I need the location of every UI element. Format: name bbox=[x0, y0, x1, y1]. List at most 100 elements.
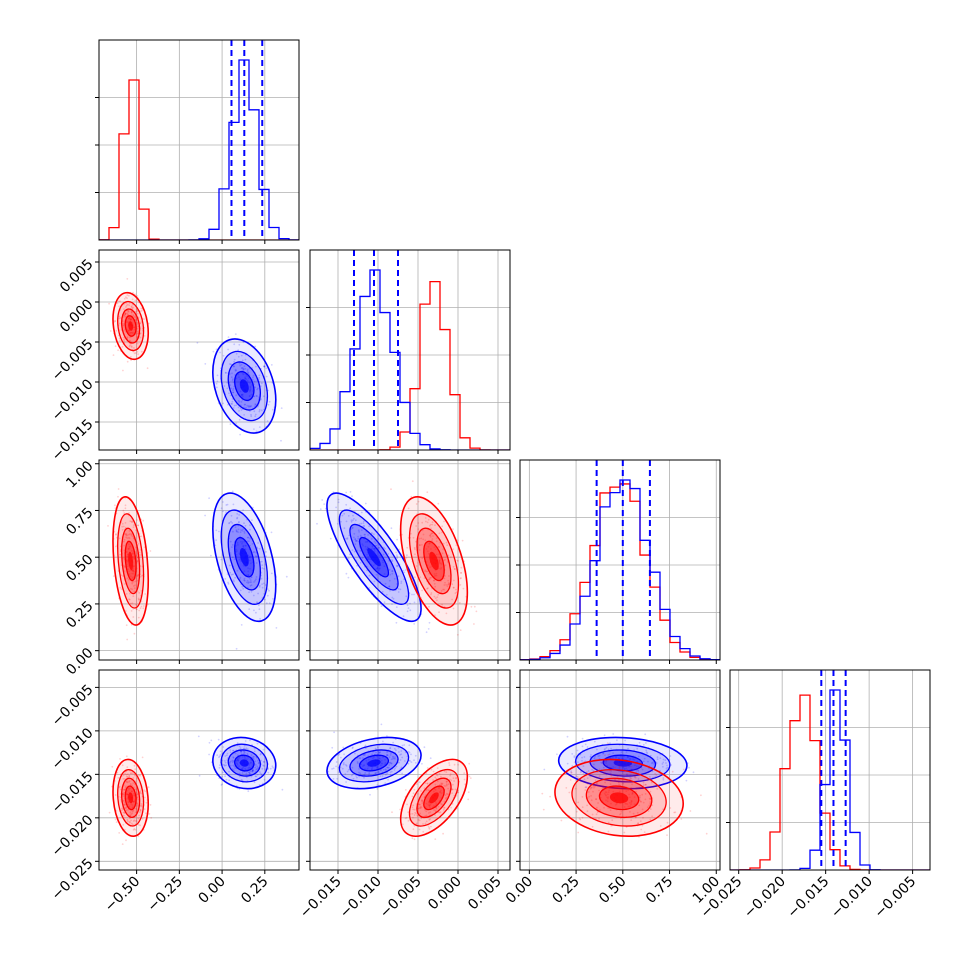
scatter-point bbox=[132, 314, 135, 316]
scatter-point bbox=[129, 332, 131, 335]
scatter-point bbox=[364, 541, 367, 543]
scatter-point bbox=[355, 539, 358, 542]
scatter-point bbox=[248, 608, 251, 610]
scatter-point bbox=[143, 335, 146, 337]
scatter-point bbox=[131, 809, 134, 812]
scatter-point bbox=[126, 563, 129, 566]
scatter-point bbox=[649, 790, 652, 793]
scatter-point bbox=[226, 382, 229, 384]
y-tick-label: −0.010 bbox=[49, 376, 97, 424]
scatter-point bbox=[384, 759, 386, 761]
scatter-point bbox=[131, 332, 134, 335]
scatter-point bbox=[356, 776, 358, 779]
scatter-point bbox=[247, 371, 250, 374]
scatter-point bbox=[118, 300, 120, 302]
scatter-point bbox=[639, 760, 642, 763]
scatter-point bbox=[373, 580, 376, 583]
scatter-point bbox=[673, 811, 676, 814]
scatter-point bbox=[408, 744, 411, 747]
scatter-point bbox=[229, 751, 232, 754]
scatter-point bbox=[418, 781, 421, 784]
scatter-point bbox=[129, 787, 132, 789]
scatter-point bbox=[126, 781, 129, 784]
scatter-point bbox=[430, 532, 433, 535]
scatter-point bbox=[604, 747, 606, 750]
scatter-point bbox=[237, 757, 240, 759]
scatter-point bbox=[444, 564, 447, 567]
scatter-point bbox=[251, 378, 254, 381]
scatter-point bbox=[149, 804, 152, 806]
scatter-point bbox=[130, 587, 132, 590]
scatter-point bbox=[130, 318, 132, 321]
scatter-point bbox=[629, 796, 631, 799]
scatter-point bbox=[122, 774, 125, 777]
scatter-point bbox=[238, 558, 241, 561]
scatter-point bbox=[391, 570, 394, 572]
scatter-point bbox=[359, 772, 362, 775]
scatter-point bbox=[359, 534, 362, 537]
scatter-point bbox=[256, 601, 258, 603]
scatter-point bbox=[633, 758, 636, 761]
scatter-point bbox=[566, 735, 569, 738]
x-tick-label: 0.50 bbox=[596, 874, 629, 907]
scatter-point bbox=[233, 360, 236, 363]
scatter-point bbox=[127, 801, 130, 804]
scatter-point bbox=[255, 764, 257, 766]
scatter-point bbox=[390, 762, 393, 765]
scatter-point bbox=[376, 766, 378, 769]
scatter-point bbox=[141, 309, 143, 312]
scatter-point bbox=[247, 567, 250, 570]
scatter-point bbox=[232, 749, 235, 752]
scatter-point bbox=[253, 747, 256, 750]
scatter-point bbox=[246, 379, 249, 382]
scatter-point bbox=[337, 501, 340, 504]
scatter-point bbox=[603, 772, 606, 774]
scatter-point bbox=[362, 764, 365, 767]
scatter-point bbox=[603, 792, 606, 795]
scatter-point bbox=[249, 389, 251, 392]
scatter-point bbox=[598, 754, 601, 757]
scatter-point bbox=[123, 804, 126, 806]
panel-plot-area bbox=[99, 670, 299, 870]
scatter-point bbox=[414, 548, 416, 551]
scatter-point bbox=[447, 783, 450, 786]
scatter-point bbox=[118, 786, 121, 789]
scatter-point bbox=[623, 776, 625, 779]
scatter-point bbox=[354, 538, 357, 541]
scatter-point bbox=[125, 534, 128, 536]
scatter-point bbox=[438, 559, 441, 562]
scatter-point bbox=[123, 791, 125, 794]
scatter-point bbox=[587, 791, 590, 793]
scatter-point bbox=[242, 528, 244, 531]
scatter-point bbox=[197, 735, 200, 738]
scatter-point bbox=[239, 433, 242, 436]
panel-3-0: −0.025−0.020−0.015−0.010−0.005−0.50 −0.25… bbox=[49, 669, 300, 915]
scatter-point bbox=[138, 592, 141, 594]
scatter-point bbox=[132, 552, 134, 554]
scatter-point bbox=[129, 545, 132, 548]
scatter-point bbox=[442, 548, 445, 551]
scatter-point bbox=[216, 380, 219, 383]
scatter-point bbox=[610, 747, 612, 750]
scatter-point bbox=[133, 632, 136, 635]
scatter-point bbox=[125, 792, 128, 795]
scatter-point bbox=[255, 394, 258, 397]
scatter-point bbox=[126, 561, 128, 563]
scatter-point bbox=[140, 805, 142, 808]
scatter-point bbox=[123, 339, 125, 342]
scatter-point bbox=[243, 747, 246, 750]
scatter-point bbox=[262, 764, 265, 767]
scatter-point bbox=[590, 786, 592, 789]
scatter-point bbox=[256, 388, 259, 391]
scatter-point bbox=[125, 793, 128, 795]
scatter-point bbox=[407, 762, 410, 765]
scatter-point bbox=[237, 399, 240, 402]
scatter-point bbox=[137, 817, 140, 820]
scatter-point bbox=[242, 546, 245, 548]
scatter-point bbox=[380, 723, 383, 726]
scatter-point bbox=[228, 564, 231, 567]
scatter-point bbox=[229, 394, 232, 397]
scatter-point bbox=[430, 527, 432, 530]
scatter-point bbox=[258, 410, 261, 413]
scatter-point bbox=[319, 508, 322, 511]
